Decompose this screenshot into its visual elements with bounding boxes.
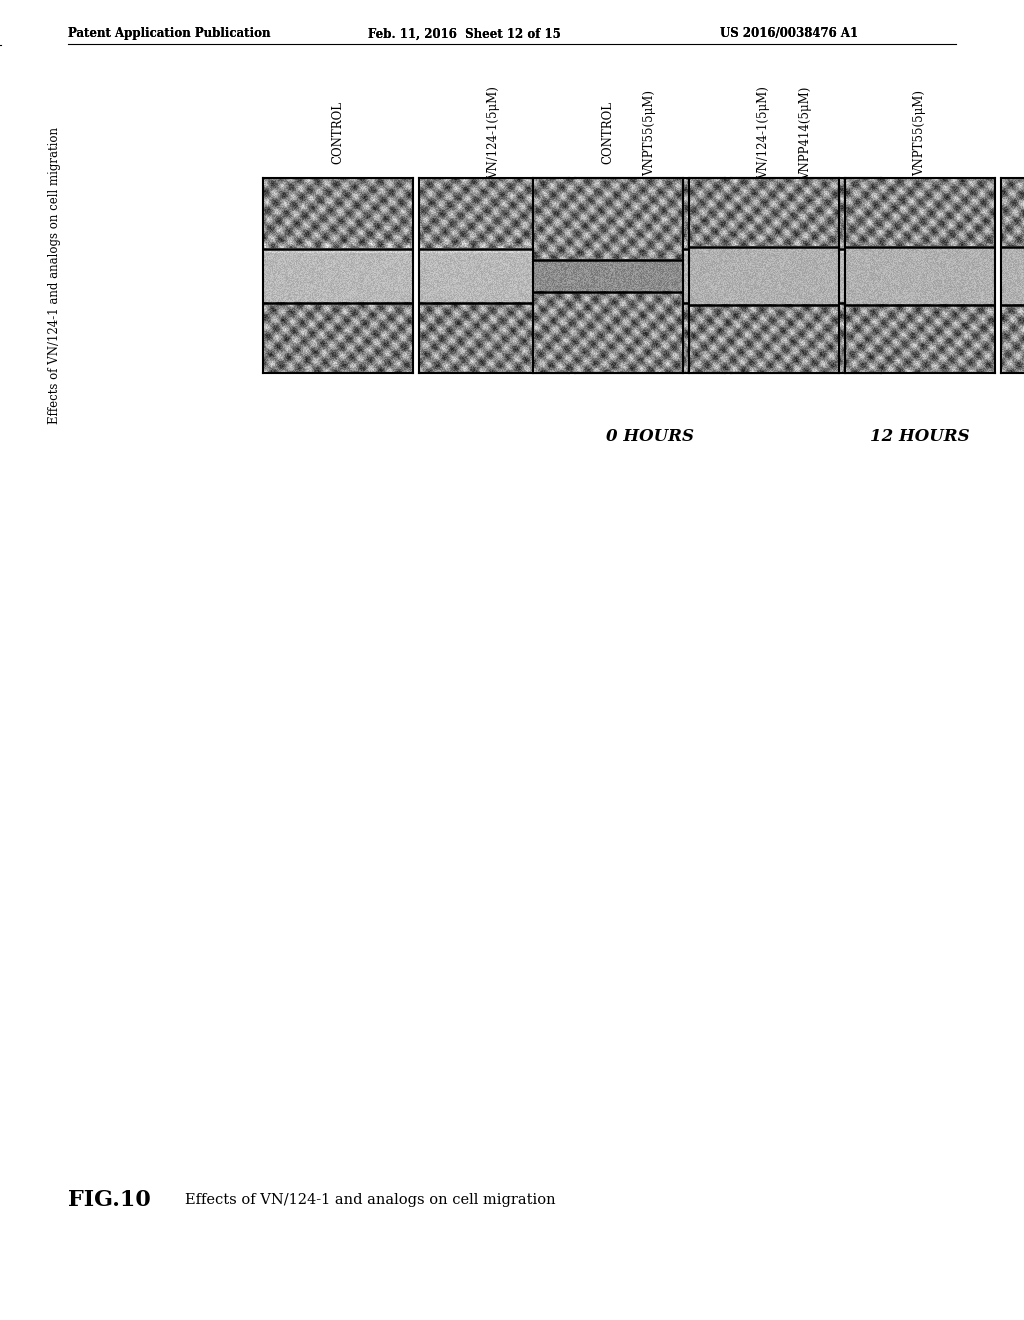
Text: Feb. 11, 2016  Sheet 12 of 15: Feb. 11, 2016 Sheet 12 of 15	[368, 28, 561, 41]
Text: Feb. 11, 2016  Sheet 12 of 15: Feb. 11, 2016 Sheet 12 of 15	[368, 28, 561, 41]
Text: US 2016/0038476 A1: US 2016/0038476 A1	[720, 28, 858, 41]
Text: VN/124-1(5μM): VN/124-1(5μM)	[758, 87, 770, 180]
Text: 12 HOURS: 12 HOURS	[870, 428, 970, 445]
Text: VNPP414(5μM): VNPP414(5μM)	[800, 86, 812, 180]
Text: VNPT55(5μM): VNPT55(5μM)	[913, 90, 927, 176]
Text: Patent Application Publication: Patent Application Publication	[68, 28, 270, 41]
Text: FIG.10: FIG.10	[68, 1189, 151, 1210]
Text: US 2016/0038476 A1: US 2016/0038476 A1	[720, 28, 858, 41]
Text: Effects of VN/124-1 and analogs on cell migration: Effects of VN/124-1 and analogs on cell …	[185, 1193, 556, 1206]
Text: CONTROL: CONTROL	[332, 102, 344, 165]
Text: CONTROL: CONTROL	[601, 102, 614, 165]
Text: Effects of VN/124-1 and analogs on cell migration: Effects of VN/124-1 and analogs on cell …	[48, 127, 61, 424]
Text: VN/124-1(5μM): VN/124-1(5μM)	[487, 87, 501, 180]
Text: 0 HOURS: 0 HOURS	[606, 428, 694, 445]
Text: VNPT55(5μM): VNPT55(5μM)	[643, 90, 656, 176]
Text: Patent Application Publication: Patent Application Publication	[68, 28, 270, 41]
